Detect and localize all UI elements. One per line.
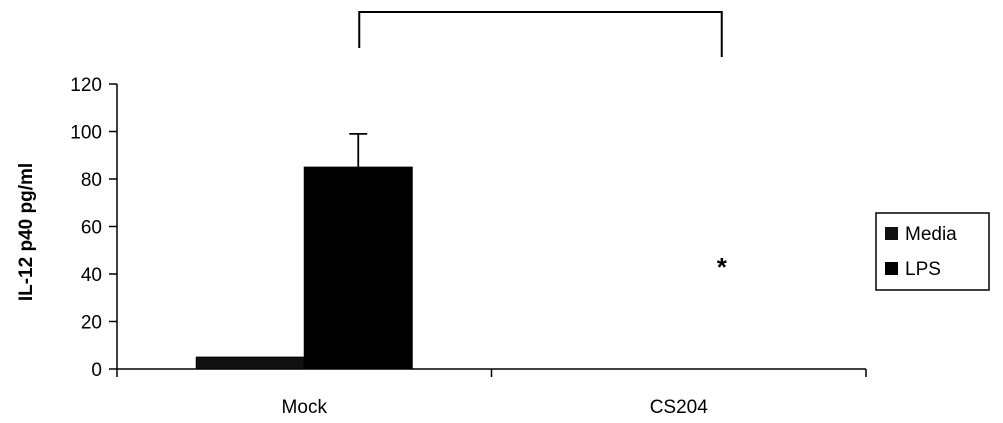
significance-asterisk: * (717, 252, 728, 282)
legend-swatch-lps (885, 262, 898, 275)
annotations: * (717, 252, 728, 282)
legend-label-lps: LPS (905, 259, 941, 280)
y-tick-label: 100 (70, 123, 102, 144)
y-tick-label: 80 (81, 170, 102, 191)
x-axis: Mock CS204 (116, 368, 867, 418)
x-tick-label: CS204 (650, 397, 709, 418)
legend-swatch-media (885, 227, 898, 240)
bar-lps (303, 166, 413, 370)
significance-bracket (358, 11, 723, 57)
bars (195, 132, 413, 370)
y-tick-label: 60 (81, 218, 102, 239)
y-tick-label: 20 (81, 313, 102, 334)
y-tick-label: 40 (81, 265, 102, 286)
x-tick-label: Mock (282, 397, 328, 418)
legend: Media LPS (875, 212, 990, 291)
bar-media (195, 356, 305, 370)
y-axis: 0 20 40 60 80 100 120 (70, 75, 118, 381)
bracket-line (358, 11, 723, 57)
y-axis-label: IL-12 p40 pg/ml (16, 163, 37, 301)
y-tick-label: 120 (70, 75, 102, 96)
y-tick-label: 0 (91, 360, 102, 381)
legend-label-media: Media (905, 224, 957, 245)
legend-box (875, 212, 990, 291)
